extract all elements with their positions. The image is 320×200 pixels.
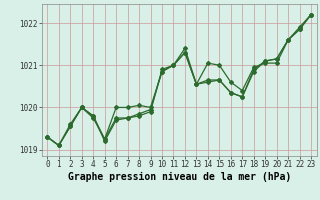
- X-axis label: Graphe pression niveau de la mer (hPa): Graphe pression niveau de la mer (hPa): [68, 172, 291, 182]
